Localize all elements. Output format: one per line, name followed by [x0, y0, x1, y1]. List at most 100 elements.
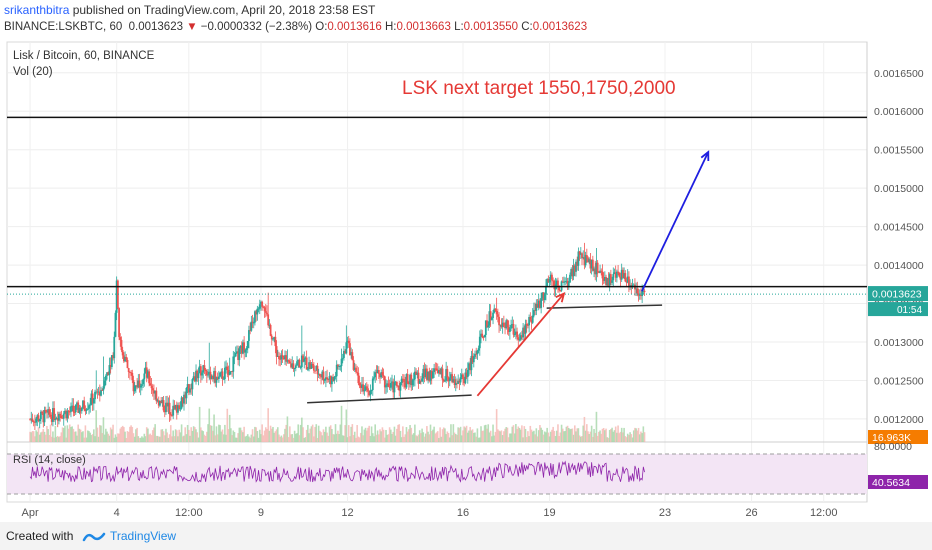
y-tick-label: 0.0016500: [874, 68, 924, 80]
volume-bar: [384, 437, 386, 442]
volume-bar: [64, 425, 66, 442]
candle-body: [222, 379, 225, 380]
volume-bar: [630, 434, 633, 442]
volume-bar: [269, 425, 272, 442]
volume-bar: [111, 429, 113, 442]
volume-bar: [382, 429, 385, 442]
volume-bar: [575, 431, 577, 442]
candle-body: [512, 324, 515, 335]
volume-bar: [542, 434, 545, 442]
volume-bar: [503, 431, 505, 442]
volume-bar: [492, 424, 494, 442]
volume-bar: [577, 428, 580, 442]
volume-indicator-label: Vol (20): [13, 66, 53, 78]
volume-bar: [149, 433, 152, 442]
volume-bar: [481, 430, 484, 442]
candle-body: [415, 371, 417, 375]
candle-body: [608, 274, 611, 286]
candle-body: [614, 272, 617, 278]
volume-bar: [607, 437, 610, 442]
volume-bar: [280, 435, 283, 442]
candle-body: [520, 335, 523, 338]
volume-bar: [561, 428, 564, 442]
candle-body: [582, 257, 585, 259]
candle-body: [234, 353, 237, 357]
x-tick-label: 16: [457, 507, 469, 519]
volume-bar: [121, 425, 124, 442]
close-value: 0.0013623: [532, 21, 588, 33]
volume-bar: [388, 427, 391, 442]
volume-bar: [405, 427, 408, 442]
volume-bar: [600, 433, 603, 442]
candle-body: [425, 368, 428, 380]
candle-body: [471, 355, 474, 363]
volume-bar: [99, 425, 101, 442]
candle-body: [82, 400, 84, 409]
candle-body: [153, 390, 155, 394]
volume-bar: [56, 435, 59, 442]
candle-body: [42, 413, 45, 423]
candle-body: [387, 383, 390, 387]
candle-body: [315, 365, 318, 371]
low-value: 0.0013550: [463, 21, 519, 33]
volume-bar: [283, 434, 285, 442]
candle-body: [513, 334, 516, 336]
candle-body: [500, 324, 503, 327]
countdown-label: 01:54: [897, 305, 922, 316]
volume-bar: [501, 435, 504, 442]
candle-body: [216, 377, 219, 380]
volume-bar: [392, 431, 395, 442]
candle-body: [358, 383, 361, 386]
y-tick-label: 0.0015000: [874, 183, 924, 195]
candle-body: [371, 378, 374, 390]
volume-bar: [200, 427, 202, 442]
candle-body: [542, 292, 545, 300]
volume-bar: [619, 431, 622, 442]
volume-bar: [308, 433, 310, 442]
candle-body: [618, 273, 621, 277]
volume-bar: [555, 430, 558, 442]
volume-bar: [42, 428, 45, 442]
x-tick-label: 12:00: [810, 507, 838, 519]
candle-body: [302, 355, 304, 362]
volume-bar: [448, 437, 451, 442]
volume-bar: [62, 427, 65, 442]
candle-body: [564, 281, 567, 283]
volume-bar: [169, 425, 172, 442]
volume-bar: [470, 430, 473, 442]
volume-bar: [297, 424, 300, 442]
volume-bar: [43, 431, 46, 442]
candle-body: [423, 368, 426, 377]
candle-body: [337, 364, 339, 367]
volume-bar: [180, 424, 183, 442]
candle-body: [150, 385, 153, 389]
candle-body: [357, 372, 360, 384]
candle-body: [444, 380, 446, 382]
volume-bar: [319, 430, 321, 442]
volume-bar: [433, 426, 435, 442]
candle-body: [244, 349, 247, 353]
candle-body: [624, 273, 627, 282]
volume-bar: [256, 430, 259, 442]
volume-bar: [106, 431, 108, 442]
candle-body: [97, 391, 100, 393]
candle-body: [619, 276, 622, 280]
candle-body: [201, 372, 203, 376]
chart[interactable]: 0.0016500 0.0016000 0.0015500 0.0015000 0.00…: [0, 38, 932, 522]
candle-body: [590, 259, 593, 269]
author-link[interactable]: srikanthbitra: [4, 3, 70, 17]
volume-bar: [355, 437, 357, 442]
volume-bar: [345, 409, 348, 442]
volume-bar: [505, 427, 508, 442]
volume-bar: [285, 424, 288, 442]
candle-body: [73, 412, 76, 413]
candle-body: [262, 306, 265, 308]
volume-bar: [67, 428, 70, 442]
volume-bar: [165, 428, 167, 442]
red-arrow-head: [555, 291, 566, 303]
tradingview-brand-link[interactable]: TradingView: [110, 529, 177, 543]
volume-bar: [291, 434, 294, 442]
volume-bar: [439, 427, 441, 442]
x-tick-label: 26: [745, 507, 757, 519]
volume-bar: [404, 434, 407, 442]
